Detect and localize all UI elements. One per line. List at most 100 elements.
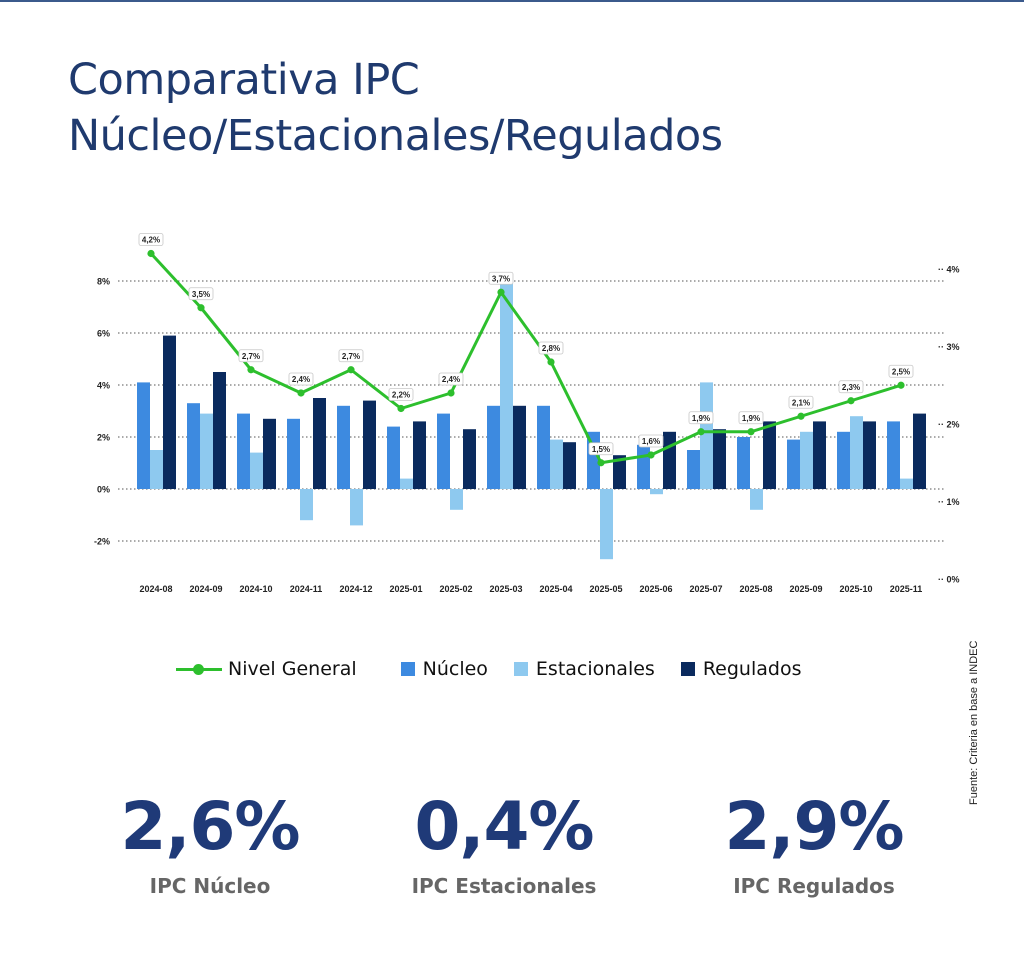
nivel-general-label-box xyxy=(588,442,614,456)
page-title: Comparativa IPC Núcleo/Estacionales/Regu… xyxy=(68,52,723,164)
kpi-estacionales-value: 0,4% xyxy=(414,788,594,865)
title-line-1: Comparativa IPC xyxy=(68,55,420,105)
nivel-general-data-label: 2,7% xyxy=(242,352,260,361)
bar-nucleo-2024-09 xyxy=(187,403,200,489)
nivel-general-data-label: 2,2% xyxy=(392,391,410,400)
x-tick-label: 2025-09 xyxy=(789,584,822,594)
nivel-general-point-2024-10 xyxy=(247,366,255,374)
bar-regulados-2025-04 xyxy=(563,442,576,489)
nivel-general-point-2025-07 xyxy=(697,428,705,436)
nivel-general-data-label: 4,2% xyxy=(142,236,160,245)
x-tick-label: 2024-11 xyxy=(290,584,323,594)
nivel-general-point-2025-08 xyxy=(747,428,755,436)
nivel-general-data-label: 2,8% xyxy=(542,344,560,353)
bar-regulados-2025-03 xyxy=(513,405,526,489)
nivel-general-point-2025-10 xyxy=(847,397,855,405)
bar-regulados-2024-09 xyxy=(213,372,226,489)
bar-estacionales-2025-09 xyxy=(800,431,813,489)
x-tick-label: 2025-01 xyxy=(389,584,422,594)
bar-regulados-2024-08 xyxy=(163,335,176,489)
bar-estacionales-2024-10 xyxy=(250,452,263,489)
x-tick-label: 2025-11 xyxy=(890,584,923,594)
x-tick-label: 2024-08 xyxy=(139,584,172,594)
bar-estacionales-2025-07 xyxy=(700,382,713,489)
nivel-general-data-label: 1,6% xyxy=(642,437,660,446)
nivel-general-point-2025-03 xyxy=(497,288,505,296)
nivel-general-label-box xyxy=(738,411,764,425)
x-tick-label: 2024-10 xyxy=(239,584,272,594)
nivel-general-point-2025-02 xyxy=(447,389,455,397)
y-right-tick-label: ·· 1% xyxy=(938,497,960,507)
bar-nucleo-2024-10 xyxy=(237,413,250,489)
bar-nucleo-2024-12 xyxy=(337,405,350,489)
nucleo-swatch xyxy=(400,662,415,676)
bar-regulados-2025-10 xyxy=(863,421,876,489)
x-tick-label: 2025-02 xyxy=(439,584,472,594)
kpi-nucleo-value: 2,6% xyxy=(120,788,300,865)
bar-nucleo-2025-09 xyxy=(787,439,800,489)
nivel-general-label-box xyxy=(288,372,314,386)
y-left-tick-label: 0% xyxy=(97,485,110,495)
title-line-2: Núcleo/Estacionales/Regulados xyxy=(68,111,723,161)
nivel-general-point-2025-01 xyxy=(397,404,405,413)
bar-estacionales-2024-08 xyxy=(150,450,163,489)
nivel-general-label-box xyxy=(388,388,414,401)
regulados-swatch xyxy=(680,662,695,676)
x-tick-label: 2025-03 xyxy=(489,584,522,594)
nivel-general-point-2025-04 xyxy=(547,358,555,366)
bar-regulados-2025-09 xyxy=(813,421,826,489)
bar-nucleo-2025-08 xyxy=(737,437,750,489)
bar-estacionales-2025-01 xyxy=(400,478,413,489)
y-left-tick-label: 6% xyxy=(97,329,110,339)
nivel-general-data-label: 2,3% xyxy=(842,383,860,392)
bar-estacionales-2025-08 xyxy=(750,489,763,510)
source-note: Fuente: Criteria en base a INDEC xyxy=(968,640,980,805)
bar-estacionales-2025-03 xyxy=(500,283,513,489)
nivel-general-line-swatch xyxy=(176,662,222,676)
bar-nucleo-2025-06 xyxy=(637,444,650,489)
nivel-general-point-2024-09 xyxy=(197,304,205,312)
nivel-general-point-2024-08 xyxy=(147,249,155,258)
x-tick-label: 2025-05 xyxy=(589,584,622,594)
legend-label-nucleo: Núcleo xyxy=(422,658,488,680)
bar-regulados-2025-08 xyxy=(763,421,776,489)
nivel-general-point-2025-05 xyxy=(597,459,605,467)
nivel-general-label-box xyxy=(688,411,714,425)
estacionales-swatch xyxy=(513,662,528,676)
nivel-general-point-2025-06 xyxy=(647,451,655,459)
nivel-general-label-box xyxy=(888,364,914,378)
bar-nucleo-2025-02 xyxy=(437,413,450,489)
legend-item-regulados: Regulados xyxy=(680,658,801,680)
bar-regulados-2025-02 xyxy=(463,429,476,489)
kpi-nucleo: 2,6% IPC Núcleo xyxy=(80,786,340,898)
bar-estacionales-2025-02 xyxy=(450,489,463,510)
x-tick-label: 2024-12 xyxy=(339,584,372,594)
x-tick-label: 2025-10 xyxy=(839,584,872,594)
nivel-general-swatch-dot xyxy=(193,664,204,675)
x-tick-label: 2025-04 xyxy=(539,584,572,594)
nivel-general-point-2024-12 xyxy=(347,366,355,374)
bar-estacionales-2025-10 xyxy=(850,416,863,489)
bar-regulados-2024-10 xyxy=(263,418,276,489)
nivel-general-data-label: 1,9% xyxy=(692,414,710,423)
nivel-general-label-box xyxy=(838,380,864,394)
legend-label-estacionales: Estacionales xyxy=(535,658,655,680)
y-right-tick-label: ·· 0% xyxy=(938,575,960,585)
y-left-tick-label: 8% xyxy=(97,277,110,287)
bar-regulados-2025-01 xyxy=(413,421,426,489)
y-right-tick-label: ·· 4% xyxy=(938,265,960,275)
kpi-regulados-label: IPC Regulados xyxy=(733,874,895,898)
x-tick-label: 2025-07 xyxy=(689,584,722,594)
bar-regulados-2025-07 xyxy=(713,429,726,489)
kpi-nucleo-label: IPC Núcleo xyxy=(149,874,271,898)
nivel-general-label-box xyxy=(788,395,814,409)
bar-estacionales-2025-04 xyxy=(550,439,563,489)
nivel-general-data-label: 1,9% xyxy=(742,414,760,423)
nivel-general-data-label: 2,5% xyxy=(892,367,910,376)
y-right-tick-label: ·· 3% xyxy=(938,342,960,352)
nivel-general-label-box xyxy=(338,349,364,363)
nivel-general-label-box xyxy=(538,341,564,355)
x-tick-label: 2025-08 xyxy=(739,584,772,594)
nivel-general-data-label: 1,5% xyxy=(592,445,610,454)
bar-nucleo-2025-10 xyxy=(837,431,850,489)
